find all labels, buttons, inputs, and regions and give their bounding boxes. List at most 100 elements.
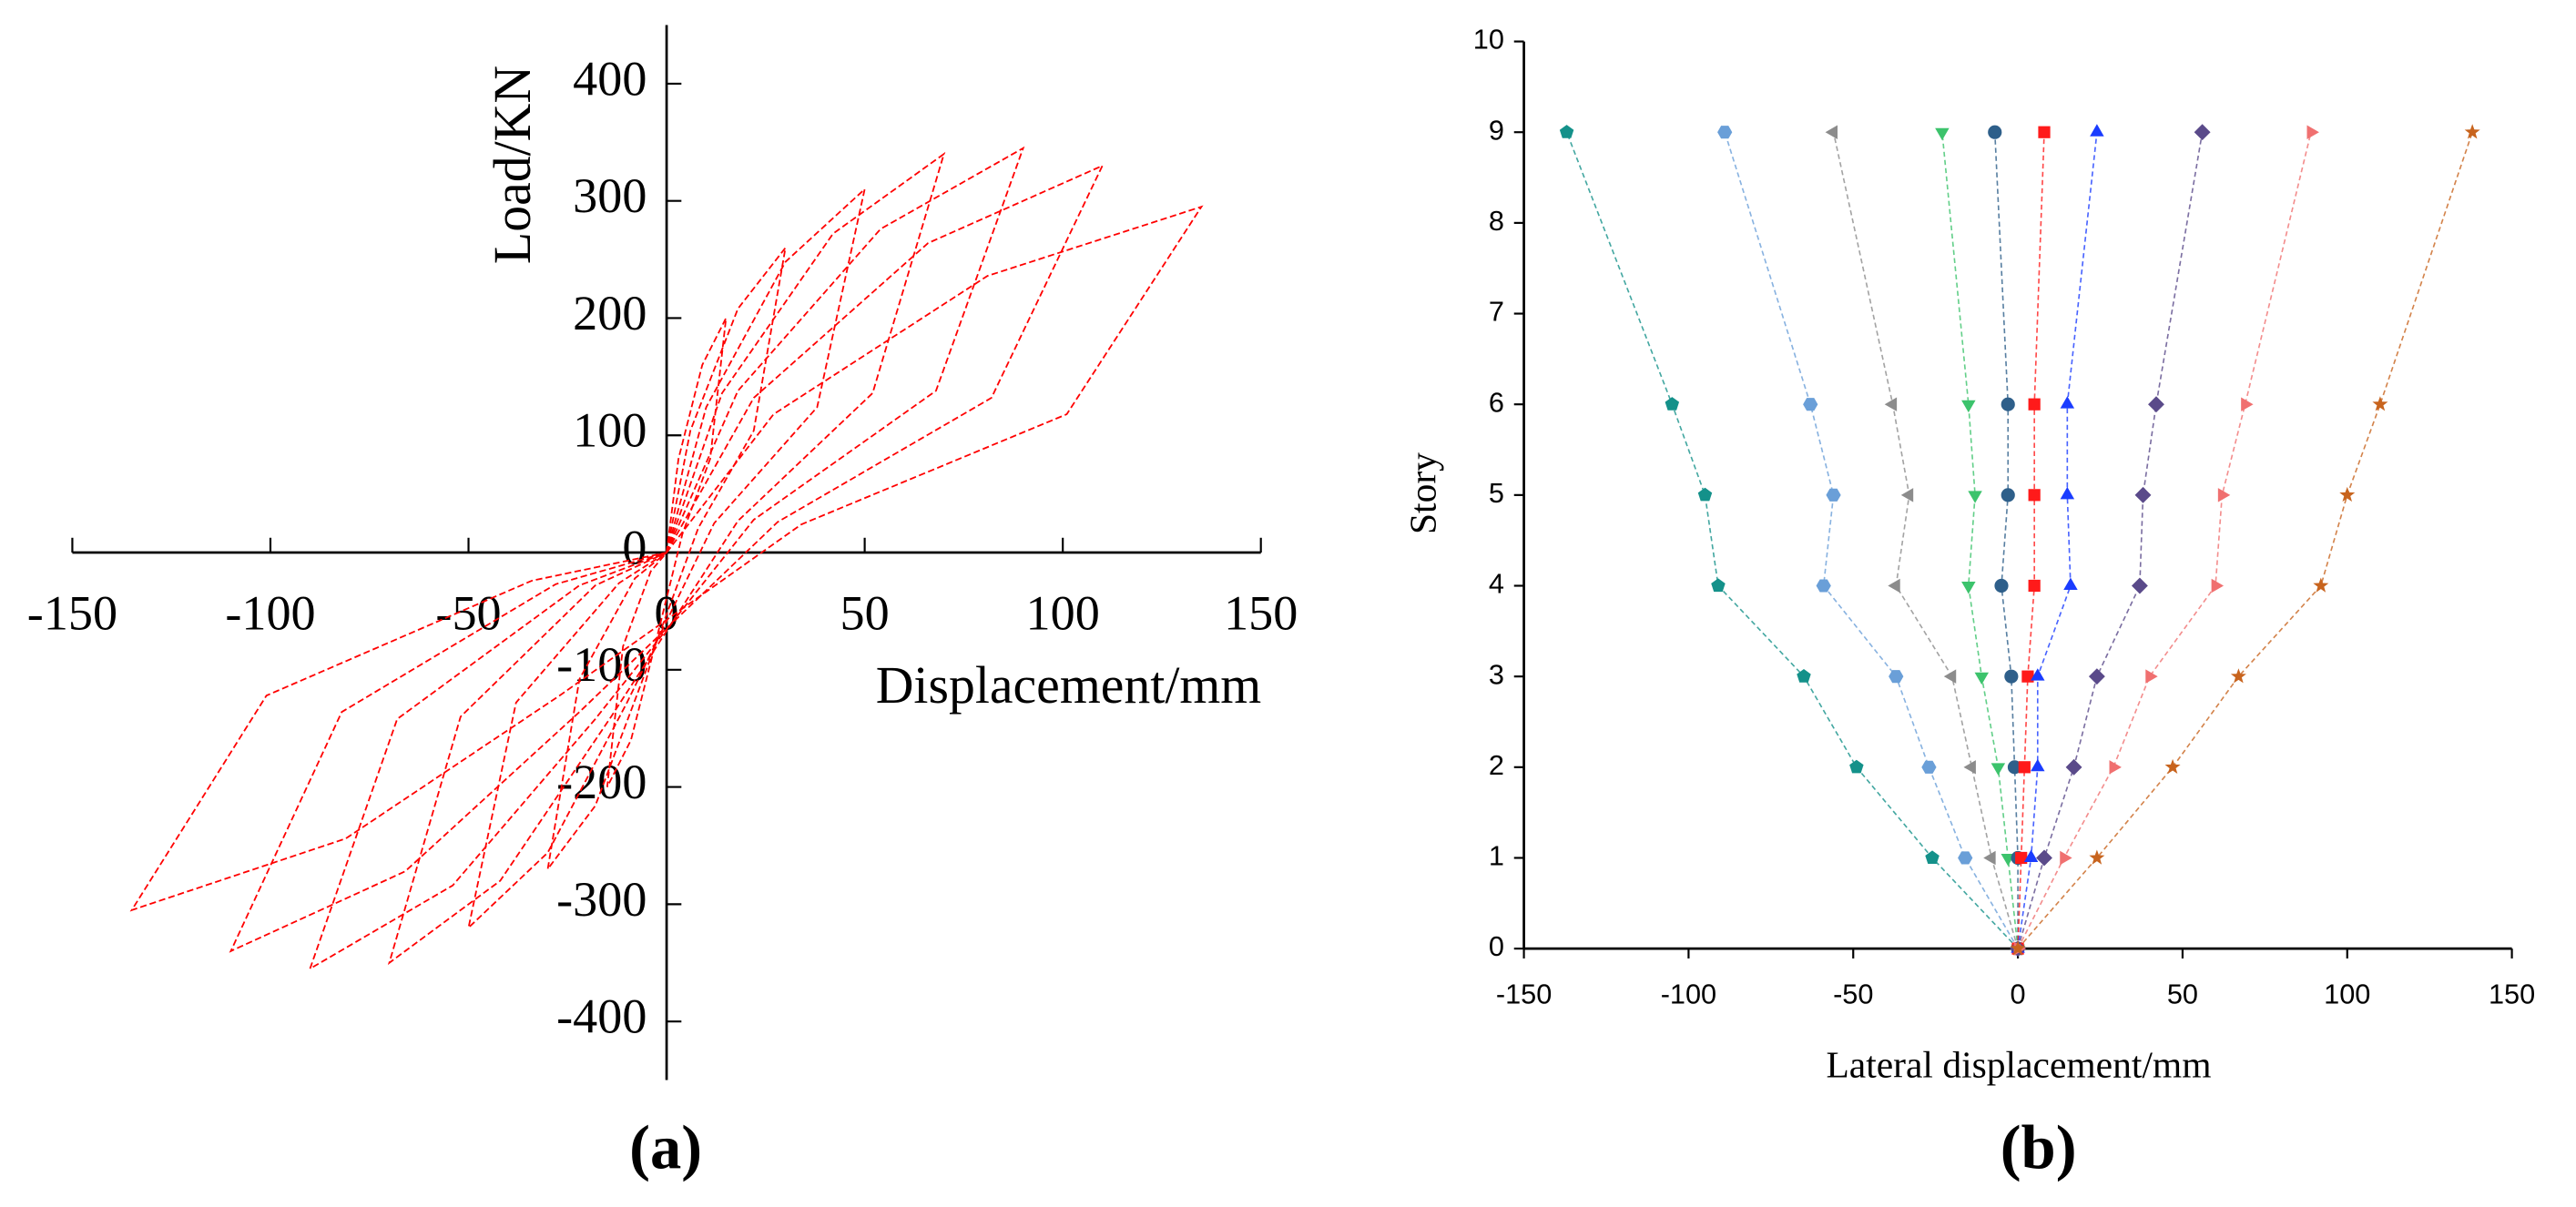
series-line <box>1993 132 2019 949</box>
marker <box>1963 760 1976 775</box>
marker <box>2038 126 2051 138</box>
series-line <box>1724 131 2019 949</box>
y-tick-label: 6 <box>1489 386 1504 418</box>
marker <box>1825 125 1838 139</box>
marker <box>1816 579 1831 593</box>
marker <box>2060 486 2075 500</box>
y-tick-label: 200 <box>573 286 647 340</box>
y-tick-label: 4 <box>1489 568 1504 600</box>
series-line <box>467 187 867 930</box>
marker <box>2148 396 2164 413</box>
y-tick-label: 3 <box>1489 658 1504 690</box>
series-line <box>1565 131 2019 949</box>
marker <box>2339 486 2356 502</box>
series-line <box>308 146 1025 971</box>
marker <box>2060 396 2075 409</box>
marker <box>2217 488 2231 502</box>
marker <box>2089 849 2105 865</box>
x-axis-label: Lateral displacement/mm <box>1826 1043 2211 1085</box>
marker <box>1961 400 1976 413</box>
marker <box>2018 761 2031 774</box>
marker <box>1849 759 1864 774</box>
marker <box>2372 396 2388 411</box>
series-line <box>606 318 728 788</box>
series-line <box>2017 132 2312 949</box>
marker <box>1968 491 1982 503</box>
marker <box>2004 669 2019 684</box>
marker <box>1961 582 1976 594</box>
marker <box>2109 760 2122 775</box>
y-axis-label: Story <box>1402 452 1444 534</box>
marker <box>1974 672 1990 685</box>
marker <box>1935 127 1950 141</box>
x-axis-label: Displacement/mm <box>876 657 1262 715</box>
marker <box>2031 758 2045 772</box>
x-tick-label: -50 <box>435 586 501 641</box>
marker <box>1803 398 1818 411</box>
marker <box>1717 126 1733 139</box>
marker <box>2131 577 2148 594</box>
series-line <box>2017 132 2204 949</box>
y-tick-label: 1 <box>1489 840 1504 872</box>
marker <box>2060 850 2072 866</box>
marker <box>2015 851 2028 865</box>
marker <box>2088 668 2105 685</box>
marker <box>1559 125 1574 138</box>
marker <box>2464 124 2480 139</box>
y-tick-label: -200 <box>556 755 647 809</box>
marker <box>1888 578 1900 593</box>
series-line <box>546 247 787 870</box>
caption: (a) <box>629 1113 702 1182</box>
y-tick-label: 8 <box>1489 205 1504 237</box>
marker <box>1889 670 1904 684</box>
y-tick-label: 10 <box>1473 24 1504 56</box>
marker <box>2036 849 2052 867</box>
y-tick-label: 400 <box>573 51 647 106</box>
series-line <box>229 164 1105 953</box>
marker <box>2010 940 2026 956</box>
marker <box>2007 760 2022 775</box>
y-tick-label: 9 <box>1489 114 1504 146</box>
marker <box>2241 397 2254 411</box>
marker <box>1988 125 2002 139</box>
x-tick-label: 150 <box>1224 586 1298 641</box>
marker <box>2313 577 2329 593</box>
marker <box>1921 760 1937 774</box>
marker <box>1958 851 1973 865</box>
marker <box>1884 397 1898 411</box>
marker <box>2306 125 2319 139</box>
marker <box>1665 397 1680 411</box>
marker <box>1925 850 1940 865</box>
marker <box>1711 578 1726 593</box>
series-line <box>1941 132 2019 949</box>
marker <box>1697 487 1713 502</box>
marker <box>1994 578 2009 593</box>
marker <box>2001 488 2015 502</box>
marker <box>2023 849 2039 862</box>
y-tick-label: 7 <box>1489 296 1504 328</box>
marker <box>2230 668 2246 684</box>
x-tick-label: 150 <box>2489 979 2535 1010</box>
y-tick-label: 0 <box>622 520 647 574</box>
x-tick-label: -50 <box>1833 979 1873 1010</box>
y-axis-label: Load/KN <box>484 66 542 264</box>
x-tick-label: -100 <box>225 586 315 641</box>
y-tick-label: 5 <box>1489 477 1504 509</box>
series-line <box>2017 132 2045 949</box>
marker <box>2145 669 2158 684</box>
marker <box>2063 577 2078 590</box>
x-tick-label: 100 <box>1026 586 1100 641</box>
marker <box>1991 763 2006 776</box>
x-tick-label: 50 <box>840 586 890 641</box>
x-tick-label: -150 <box>27 586 117 641</box>
marker <box>2031 668 2045 681</box>
series-line <box>1832 132 2019 949</box>
x-tick-label: 0 <box>2011 979 2026 1010</box>
marker <box>2194 124 2211 141</box>
y-tick-label: 300 <box>573 168 647 223</box>
y-tick-label: 0 <box>1489 930 1504 962</box>
caption: (b) <box>2001 1113 2077 1182</box>
marker <box>1900 488 1914 502</box>
series-line <box>2017 132 2098 949</box>
